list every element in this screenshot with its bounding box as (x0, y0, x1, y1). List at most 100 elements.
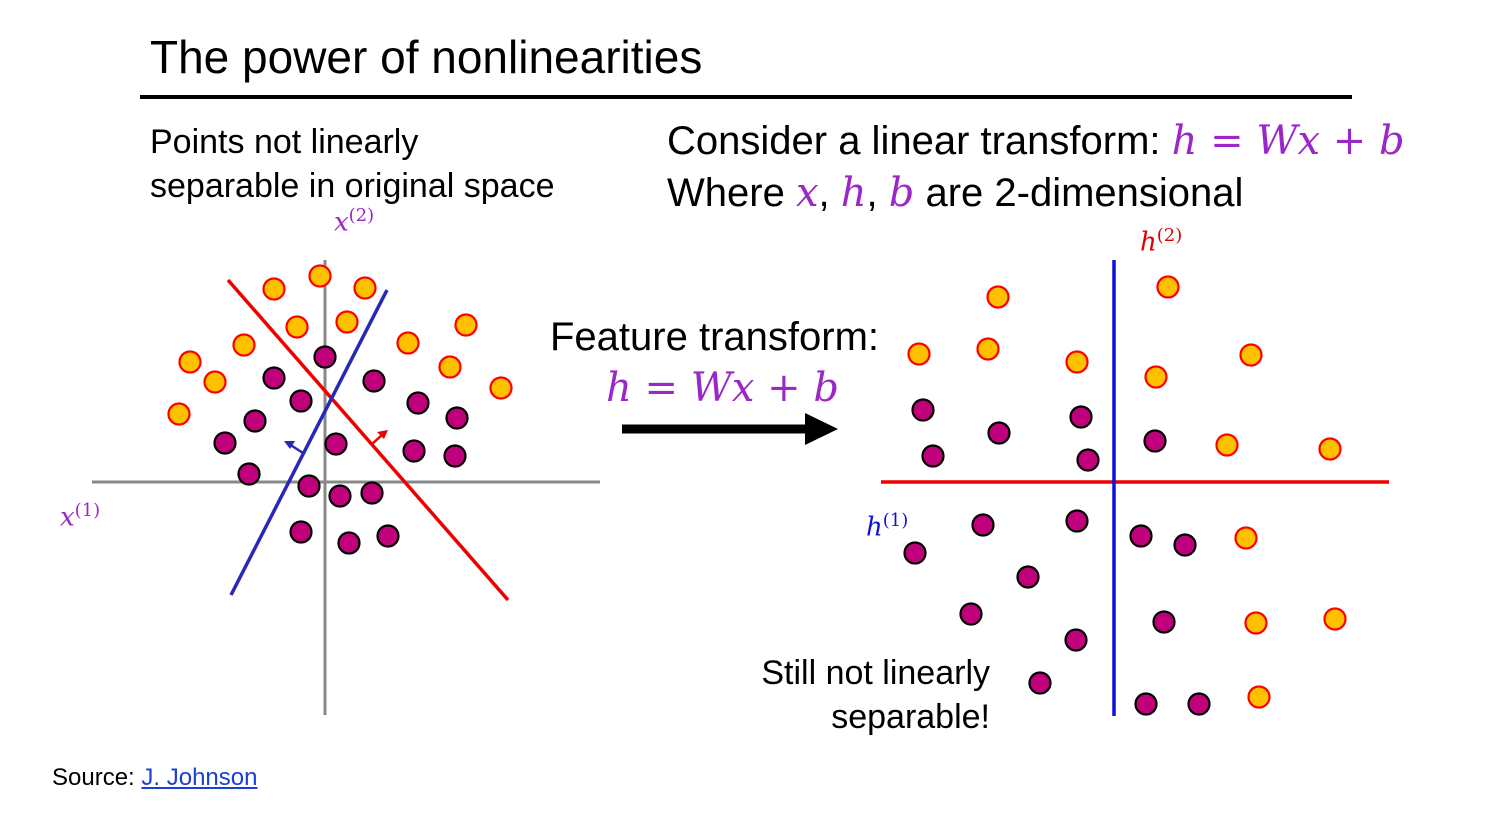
left-orange-point-11 (438, 355, 462, 379)
right-x-axis-label: h(1) (866, 510, 908, 543)
left-x-sup: (1) (74, 500, 101, 521)
right-purple-point-15 (1064, 628, 1088, 652)
right-purple-point-13 (959, 602, 983, 626)
slide-title: The power of nonlinearities (150, 31, 703, 83)
right-purple-point-6 (1076, 448, 1100, 472)
left-purple-point-7 (445, 406, 469, 430)
right-purple-point-18 (1187, 692, 1211, 716)
left-purple-point-5 (406, 391, 430, 415)
where-text: Where (667, 171, 796, 215)
left-purple-point-13 (297, 474, 321, 498)
right-x-name: h (866, 512, 883, 543)
right-orange-point-4 (976, 337, 1000, 361)
ft-eq-rhs: Wx + b (690, 365, 839, 411)
right-purple-point-3 (987, 421, 1011, 445)
left-purple-point-1 (313, 345, 337, 369)
left-purple-point-18 (376, 524, 400, 548)
left-y-sup: (2) (348, 205, 375, 226)
left-purple-point-3 (362, 369, 386, 393)
left-caption-line1: Points not linearly (150, 123, 419, 161)
left-purple-point-9 (324, 432, 348, 456)
left-purple-point-10 (402, 439, 426, 463)
left-blue-line (229, 289, 389, 596)
left-orange-point-2 (262, 277, 286, 301)
eq-rhs: Wx + b (1256, 118, 1405, 164)
right-purple-point-11 (903, 541, 927, 565)
feature-transform-label: Feature transform: (550, 315, 880, 359)
right-purple-point-10 (1173, 533, 1197, 557)
left-purple-point-14 (328, 484, 352, 508)
right-orange-point-5 (1065, 350, 1089, 374)
left-x-name: x (60, 502, 75, 533)
right-purple-point-1 (911, 398, 935, 422)
right-purple-point-14 (1152, 610, 1176, 634)
where-var-h: h (840, 170, 867, 216)
left-orange-point-7 (396, 331, 420, 355)
right-purple-point-5 (921, 444, 945, 468)
left-orange-point-3 (353, 276, 377, 300)
right-orange-point-10 (1234, 526, 1258, 550)
left-purple-point-6 (243, 409, 267, 433)
title-underline (140, 95, 1352, 99)
right-orange-point-3 (907, 342, 931, 366)
left-purple-point-8 (213, 431, 237, 455)
right-purple-point-7 (971, 513, 995, 537)
right-orange-point-12 (1323, 607, 1347, 631)
right-scatter (903, 275, 1347, 716)
right-purple-point-8 (1065, 509, 1089, 533)
still-line1: Still not linearly (761, 654, 990, 692)
left-orange-point-1 (308, 264, 332, 288)
ft-eq-equals: = (631, 365, 691, 411)
right-orange-point-13 (1247, 685, 1271, 709)
left-orange-point-12 (489, 376, 513, 400)
left-orange-point-10 (203, 370, 227, 394)
where-var-x: x (795, 170, 819, 216)
left-purple-point-2 (262, 366, 286, 390)
left-purple-point-11 (443, 444, 467, 468)
left-purple-point-16 (289, 520, 313, 544)
right-orange-point-8 (1215, 433, 1239, 457)
left-purple-point-12 (237, 462, 261, 486)
consider-line: Consider a linear transform: h = Wx + b (667, 118, 1405, 164)
left-scatter (167, 264, 513, 555)
ft-eq-h: h (606, 365, 632, 411)
still-caption: Still not linearly separable! (650, 652, 990, 739)
right-y-name: h (1140, 227, 1157, 258)
left-caption: Points not linearly separable in origina… (150, 120, 554, 208)
right-y-sup: (2) (1156, 225, 1183, 246)
right-orange-point-9 (1318, 437, 1342, 461)
where-comma-2: , (866, 171, 889, 215)
right-purple-point-4 (1143, 429, 1167, 453)
source-prefix: Source: (52, 764, 142, 791)
right-orange-point-7 (1144, 365, 1168, 389)
right-orange-point-11 (1244, 611, 1268, 635)
left-purple-point-15 (360, 481, 384, 505)
left-orange-point-9 (178, 350, 202, 374)
red-normal-arrow (370, 430, 388, 446)
left-red-line (226, 278, 510, 602)
right-orange-point-1 (986, 285, 1010, 309)
source-link[interactable]: J. Johnson (141, 764, 258, 791)
left-caption-line2: separable in original space (150, 167, 555, 206)
right-purple-point-2 (1069, 405, 1093, 429)
right-y-axis-label: h(2) (1140, 225, 1182, 258)
feature-transform-equation: h = Wx + b (606, 365, 839, 411)
transform-arrow (622, 413, 838, 445)
left-x-axis-label: x(1) (60, 500, 100, 533)
consider-text: Consider a linear transform: (667, 119, 1172, 163)
right-purple-point-9 (1129, 524, 1153, 548)
right-purple-point-12 (1016, 565, 1040, 589)
left-orange-point-8 (454, 313, 478, 337)
left-orange-point-6 (232, 333, 256, 357)
where-suffix: are 2-dimensional (914, 171, 1244, 215)
eq-h: h (1171, 118, 1198, 164)
where-line: Where x, h, b are 2-dimensional (667, 170, 1243, 216)
consider-equation: h = Wx + b (1172, 118, 1405, 164)
left-y-axis-label: x(2) (334, 205, 374, 238)
right-orange-point-2 (1156, 275, 1180, 299)
right-purple-point-16 (1028, 671, 1052, 695)
still-line2: separable! (831, 697, 990, 736)
eq-equals: = (1197, 118, 1257, 164)
left-purple-point-4 (289, 389, 313, 413)
